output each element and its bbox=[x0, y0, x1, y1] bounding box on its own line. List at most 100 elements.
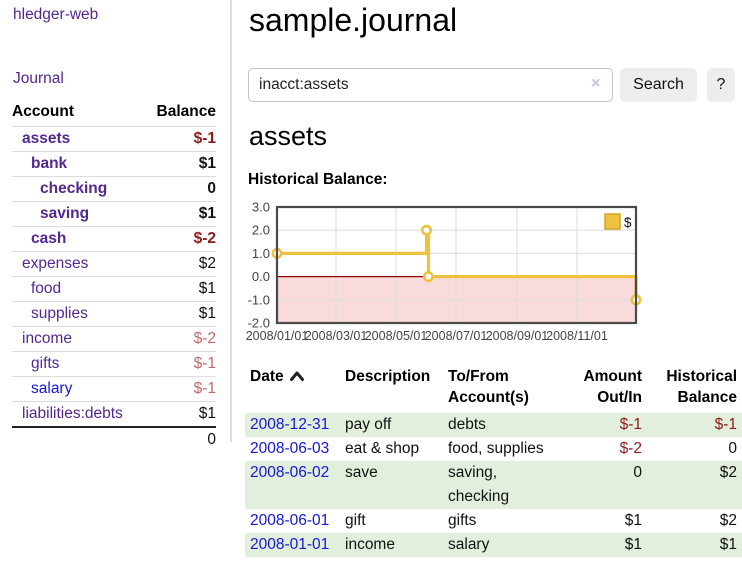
account-row: food $1 bbox=[12, 276, 216, 302]
account-link[interactable]: income bbox=[22, 330, 72, 347]
transaction-date-link[interactable]: 2008-01-01 bbox=[250, 536, 330, 553]
y-axis-tick-label: 1.0 bbox=[252, 246, 270, 261]
clear-search-icon[interactable]: × bbox=[591, 75, 601, 92]
transaction-accounts: saving, checking bbox=[448, 464, 510, 505]
help-button[interactable]: ? bbox=[707, 68, 735, 102]
account-balance: $-1 bbox=[144, 126, 216, 152]
account-row: salary $-1 bbox=[12, 376, 216, 402]
account-row: gifts $-1 bbox=[12, 351, 216, 377]
search-input[interactable] bbox=[248, 68, 613, 102]
account-balance: 0 bbox=[144, 176, 216, 202]
page-title: sample.journal bbox=[249, 2, 458, 38]
x-axis-tick-label: 2008/01/01 bbox=[246, 329, 309, 343]
account-row: expenses $2 bbox=[12, 251, 216, 277]
transaction-balance: $2 bbox=[719, 464, 737, 481]
register-row: 2008-12-31 pay off debts $-1 $-1 bbox=[245, 413, 742, 437]
account-balance: $-2 bbox=[144, 326, 216, 352]
transaction-accounts: gifts bbox=[448, 512, 477, 529]
account-balance: $-1 bbox=[144, 376, 216, 402]
legend-swatch bbox=[604, 213, 621, 230]
transaction-amount: $1 bbox=[624, 512, 642, 529]
account-balance: $1 bbox=[144, 401, 216, 427]
transaction-date-link[interactable]: 2008-12-31 bbox=[250, 416, 330, 433]
register-table: Date Description To/From Account(s) Amount Ou… bbox=[245, 364, 742, 557]
x-axis-tick-label: 2008/03/01 bbox=[305, 329, 368, 343]
account-row: cash $-2 bbox=[12, 226, 216, 252]
account-row: bank $1 bbox=[12, 151, 216, 177]
y-axis-tick-label: 2.0 bbox=[252, 223, 270, 238]
x-axis-tick-label: 2008/09/01 bbox=[486, 329, 549, 343]
account-link[interactable]: expenses bbox=[22, 255, 89, 272]
transaction-date-link[interactable]: 2008-06-03 bbox=[250, 440, 330, 457]
register-column-header[interactable]: Date bbox=[245, 364, 340, 413]
accounts-table: Account Balance assets $-1 bank $1 checking 0… bbox=[12, 103, 216, 452]
sidebar-divider bbox=[230, 0, 232, 442]
transaction-description: pay off bbox=[345, 416, 392, 433]
transaction-accounts: food, supplies bbox=[448, 440, 544, 457]
accounts-total-value: 0 bbox=[144, 426, 216, 452]
y-axis-tick-label: -2.0 bbox=[248, 316, 270, 331]
account-link[interactable]: supplies bbox=[31, 305, 88, 322]
account-balance: $1 bbox=[144, 301, 216, 327]
data-point-marker bbox=[421, 224, 433, 236]
accounts-header-balance: Balance bbox=[156, 103, 216, 120]
chart-border bbox=[275, 205, 638, 325]
account-row: saving $1 bbox=[12, 201, 216, 227]
account-row: income $-2 bbox=[12, 326, 216, 352]
accounts-header-account: Account bbox=[12, 103, 74, 120]
account-link[interactable]: bank bbox=[31, 155, 68, 172]
register-column-label: Amount bbox=[583, 368, 642, 385]
account-link[interactable]: assets bbox=[22, 130, 71, 147]
transaction-amount: $-2 bbox=[619, 440, 642, 457]
account-balance: $1 bbox=[144, 276, 216, 302]
accounts-header-row: Account Balance bbox=[12, 103, 216, 127]
main-content: sample.journal × Search ? assets Histori… bbox=[240, 0, 742, 582]
account-row: checking 0 bbox=[12, 176, 216, 202]
transaction-description: income bbox=[345, 536, 395, 553]
transaction-description: save bbox=[345, 464, 378, 481]
account-row: liabilities:debts $1 bbox=[12, 401, 216, 427]
register-column-label: Description bbox=[345, 368, 431, 385]
chart-title: Historical Balance: bbox=[248, 171, 388, 188]
sidebar-item-journal[interactable]: Journal bbox=[13, 70, 64, 87]
sidebar: hledger-web Journal Account Balance asse… bbox=[0, 0, 232, 582]
transaction-balance: $-1 bbox=[714, 416, 737, 433]
register-column-header: Historical Balance bbox=[647, 364, 742, 413]
register-column-label: Account(s) bbox=[448, 389, 529, 406]
transaction-balance: $1 bbox=[719, 536, 737, 553]
y-axis-tick-label: 3.0 bbox=[252, 200, 270, 215]
transaction-description: gift bbox=[345, 512, 366, 529]
accounts-total-row: 0 bbox=[12, 426, 216, 452]
transaction-amount: 0 bbox=[633, 464, 642, 481]
app-brand-link[interactable]: hledger-web bbox=[13, 6, 99, 23]
account-link[interactable]: saving bbox=[40, 205, 90, 222]
register-column-header: Description bbox=[340, 364, 443, 413]
account-row: supplies $1 bbox=[12, 301, 216, 327]
accounts-total-spacer bbox=[12, 426, 145, 452]
register-header-row: Date Description To/From Account(s) Amount Ou… bbox=[245, 364, 742, 413]
historical-balance-chart[interactable]: 3.0 2.0 1.0 0.0 -1.0 -2.02008/01/012008/03/01… bbox=[240, 200, 742, 350]
register-row: 2008-06-02 save saving, checking 0 $2 bbox=[245, 461, 742, 509]
account-link[interactable]: food bbox=[31, 280, 62, 297]
register-column-header: Amount Out/In bbox=[553, 364, 647, 413]
account-title: assets bbox=[249, 121, 328, 151]
transaction-balance: $2 bbox=[719, 512, 737, 529]
register-row: 2008-01-01 income salary $1 $1 bbox=[245, 533, 742, 557]
register-column-label: Historical bbox=[666, 368, 737, 385]
x-axis-tick-label: 2008/11/01 bbox=[546, 329, 608, 343]
transaction-balance: 0 bbox=[728, 440, 737, 457]
data-point-marker bbox=[422, 271, 434, 283]
transaction-date-link[interactable]: 2008-06-01 bbox=[250, 512, 330, 529]
register-column-label: Date bbox=[250, 368, 284, 385]
account-balance: $-1 bbox=[144, 351, 216, 377]
account-link[interactable]: liabilities:debts bbox=[22, 405, 123, 422]
search-button[interactable]: Search bbox=[620, 68, 697, 102]
transaction-date-link[interactable]: 2008-06-02 bbox=[250, 464, 330, 481]
account-link[interactable]: checking bbox=[40, 180, 108, 197]
account-link[interactable]: salary bbox=[31, 380, 73, 397]
account-link[interactable]: cash bbox=[31, 230, 67, 247]
account-link[interactable]: gifts bbox=[31, 355, 60, 372]
register-column-label: Balance bbox=[677, 389, 737, 406]
accounts-tbody: assets $-1 bank $1 checking 0 saving $1 cash $-2 e… bbox=[12, 126, 216, 427]
transaction-description: eat & shop bbox=[345, 440, 420, 457]
